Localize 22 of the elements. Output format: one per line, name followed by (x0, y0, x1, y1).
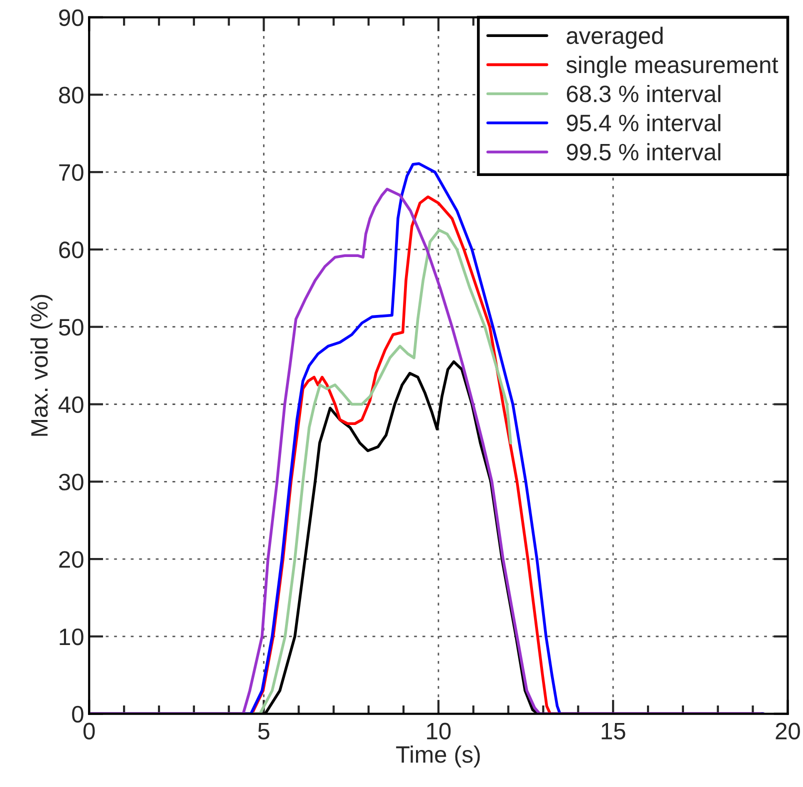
x-tick-label: 10 (427, 722, 451, 740)
x-tick-label: 5 (258, 723, 270, 740)
legend-label: single measurement (566, 56, 778, 78)
y-tick-label: 0 (72, 706, 84, 723)
x-axis-title: Time (s) (396, 746, 480, 768)
y-tick-label: 60 (59, 242, 84, 258)
x-tick-label: 0 (83, 722, 95, 740)
y-tick-label: 70 (59, 164, 84, 181)
y-tick-label: 80 (59, 86, 84, 104)
y-tick-label: 40 (58, 396, 84, 414)
y-tick-label: 90 (59, 9, 84, 26)
legend-label: 99.5 % interval (566, 143, 720, 160)
y-tick-label: 20 (59, 551, 84, 568)
legend-label: averaged (566, 26, 663, 49)
y-tick-label: 10 (60, 628, 84, 646)
legend-label: 95.4 % interval (566, 114, 720, 132)
x-tick-label: 15 (602, 723, 626, 740)
legend-label: 68.3 % interval (566, 84, 720, 102)
y-axis-title: Max. void (%) (30, 294, 52, 436)
y-tick-label: 30 (58, 474, 84, 490)
x-tick-label: 20 (776, 722, 800, 740)
y-tick-label: 50 (58, 318, 84, 336)
